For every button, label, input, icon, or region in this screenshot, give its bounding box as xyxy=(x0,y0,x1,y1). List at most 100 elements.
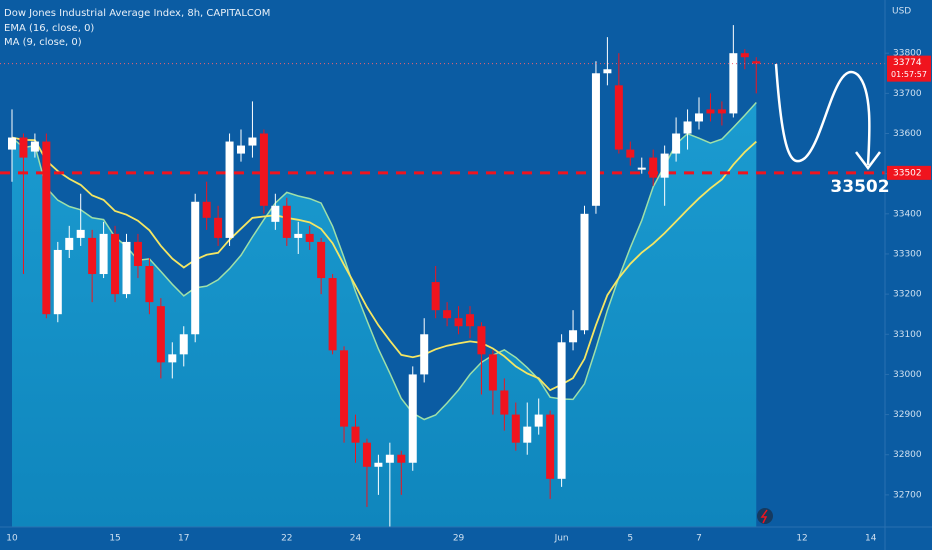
candle-body xyxy=(191,201,200,335)
candle-body xyxy=(362,442,371,467)
candle-body xyxy=(317,241,326,279)
candle-body xyxy=(511,414,520,443)
last-price-tag xyxy=(887,55,931,82)
candle-body xyxy=(500,390,509,415)
candle-body xyxy=(385,454,394,463)
candle-body xyxy=(225,141,234,238)
candle-body xyxy=(660,153,669,178)
candle-body xyxy=(431,282,440,311)
indicator-label: MA (9, close, 0) xyxy=(4,37,82,48)
drawn-arrow xyxy=(774,63,871,166)
candle-body xyxy=(305,233,314,242)
candle-body xyxy=(477,326,486,355)
y-tick-label: 33400 xyxy=(893,209,922,219)
y-tick-label: 33300 xyxy=(893,249,922,259)
y-tick-label: 33100 xyxy=(893,330,922,340)
candle-body xyxy=(752,61,761,64)
y-tick-label: 33800 xyxy=(893,49,922,59)
level-label: 33502 xyxy=(893,168,922,178)
x-tick-label: Jun xyxy=(554,534,569,544)
candle-body xyxy=(145,266,154,303)
x-tick-label: 17 xyxy=(178,534,189,544)
candle-body xyxy=(466,314,474,327)
replay-icon xyxy=(760,509,768,524)
candle-body xyxy=(88,237,97,275)
candle-body xyxy=(111,233,120,295)
candle-body xyxy=(523,426,532,443)
y-tick-label: 32900 xyxy=(893,410,922,420)
candle-body xyxy=(420,334,429,375)
candle-body xyxy=(740,53,749,58)
candle-body xyxy=(546,414,555,479)
candle-body xyxy=(637,167,646,170)
candle-body xyxy=(179,334,188,355)
candle-body xyxy=(626,149,635,158)
candle-body xyxy=(168,354,177,363)
candle-body xyxy=(534,414,543,427)
candle-body xyxy=(695,113,703,122)
y-tick-label: 33200 xyxy=(893,290,922,300)
candle-body xyxy=(294,233,303,238)
candle-body xyxy=(42,141,51,315)
candle-body xyxy=(30,141,39,152)
candle-body xyxy=(65,237,74,250)
level-tag xyxy=(887,165,931,180)
x-tick-label: 7 xyxy=(696,534,702,544)
y-tick-label: 32700 xyxy=(893,490,922,500)
level-annotation: 33502 xyxy=(830,177,889,197)
candle-body xyxy=(672,133,681,154)
candle-body xyxy=(374,462,383,467)
candle-body xyxy=(443,310,452,319)
y-tick-label: 32800 xyxy=(893,450,922,460)
candle-body xyxy=(19,137,28,158)
candle-body xyxy=(649,157,658,178)
last-price-label: 33774 xyxy=(893,58,922,68)
candle-body xyxy=(202,201,211,218)
candle-body xyxy=(328,278,337,351)
candle-body xyxy=(683,121,692,134)
x-tick-label: 24 xyxy=(350,534,362,544)
candle-body xyxy=(397,454,406,463)
x-tick-label: 5 xyxy=(627,534,633,544)
y-tick-label: 33600 xyxy=(893,129,922,139)
x-tick-label: 29 xyxy=(453,534,465,544)
candle-body xyxy=(340,350,349,427)
candle-body xyxy=(282,205,291,238)
candle-body xyxy=(717,109,726,114)
candle-body xyxy=(569,330,578,343)
currency: USD xyxy=(892,7,911,17)
candle-body xyxy=(214,217,223,238)
replay-icon xyxy=(757,508,773,524)
x-tick-label: 15 xyxy=(109,534,120,544)
candle-body xyxy=(454,318,463,327)
candle-body xyxy=(133,241,142,267)
candle-body xyxy=(557,342,566,479)
candle-body xyxy=(53,249,62,315)
candle-body xyxy=(156,306,165,363)
ma-area xyxy=(12,102,757,527)
candle-body xyxy=(488,354,497,391)
countdown: 01:57:57 xyxy=(891,70,927,79)
candle-body xyxy=(76,229,85,238)
candle-body xyxy=(706,109,715,114)
candle-body xyxy=(271,205,280,222)
x-tick-label: 14 xyxy=(865,534,877,544)
y-tick-label: 33700 xyxy=(893,89,922,99)
candle-body xyxy=(580,213,589,331)
x-tick-label: 12 xyxy=(796,534,807,544)
candle-body xyxy=(614,85,623,150)
arrow-head xyxy=(855,151,881,171)
chart-title: Dow Jones Industrial Average Index, 8h, … xyxy=(4,8,270,19)
candle-body xyxy=(99,233,108,275)
candle-body xyxy=(351,426,360,443)
candle-body xyxy=(122,241,131,295)
candle-body xyxy=(237,145,245,154)
y-tick-label: 33000 xyxy=(893,370,922,380)
candle-body xyxy=(591,73,600,206)
candle-body xyxy=(259,133,268,206)
candle-body xyxy=(8,137,16,150)
indicator-label: EMA (16, close, 0) xyxy=(4,23,94,34)
ema-line xyxy=(11,136,757,392)
x-tick-label: 10 xyxy=(6,534,18,544)
